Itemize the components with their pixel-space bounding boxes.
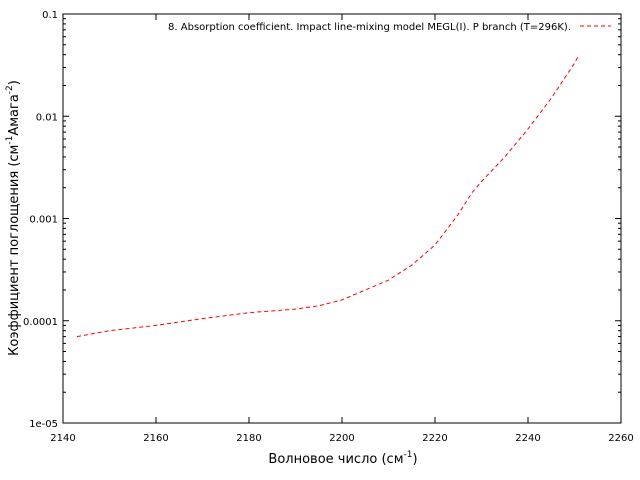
x-axis-label: Волновое число (см-1) — [268, 450, 417, 467]
y-axis-ticks: 1e-05 0.0001 0.001 0.01 0.1 — [23, 10, 621, 430]
y-axis-label: Коэффициент поглощения (см-1Амага-2) — [5, 80, 22, 356]
x-tick-label: 2260 — [608, 433, 633, 444]
x-tick-label: 2180 — [236, 433, 261, 444]
x-axis-ticks: 2140 2160 2180 2200 2220 2240 2260 — [50, 14, 634, 444]
series-line-0 — [76, 54, 580, 338]
legend-label: 8. Absorption coefficient. Impact line-m… — [168, 22, 571, 33]
y-tick-label: 0.001 — [29, 215, 58, 226]
y-tick-label: 0.0001 — [23, 317, 58, 328]
x-tick-label: 2220 — [422, 433, 447, 444]
plot-frame — [62, 13, 622, 424]
series-layer — [76, 54, 580, 338]
x-tick-label: 2160 — [143, 433, 168, 444]
x-tick-label: 2140 — [50, 433, 75, 444]
x-tick-label: 2200 — [329, 433, 354, 444]
y-tick-label: 0.01 — [36, 112, 58, 123]
x-tick-label: 2240 — [515, 433, 540, 444]
y-tick-label: 1e-05 — [29, 419, 58, 430]
legend: 8. Absorption coefficient. Impact line-m… — [168, 22, 611, 33]
y-tick-label: 0.1 — [42, 10, 58, 21]
